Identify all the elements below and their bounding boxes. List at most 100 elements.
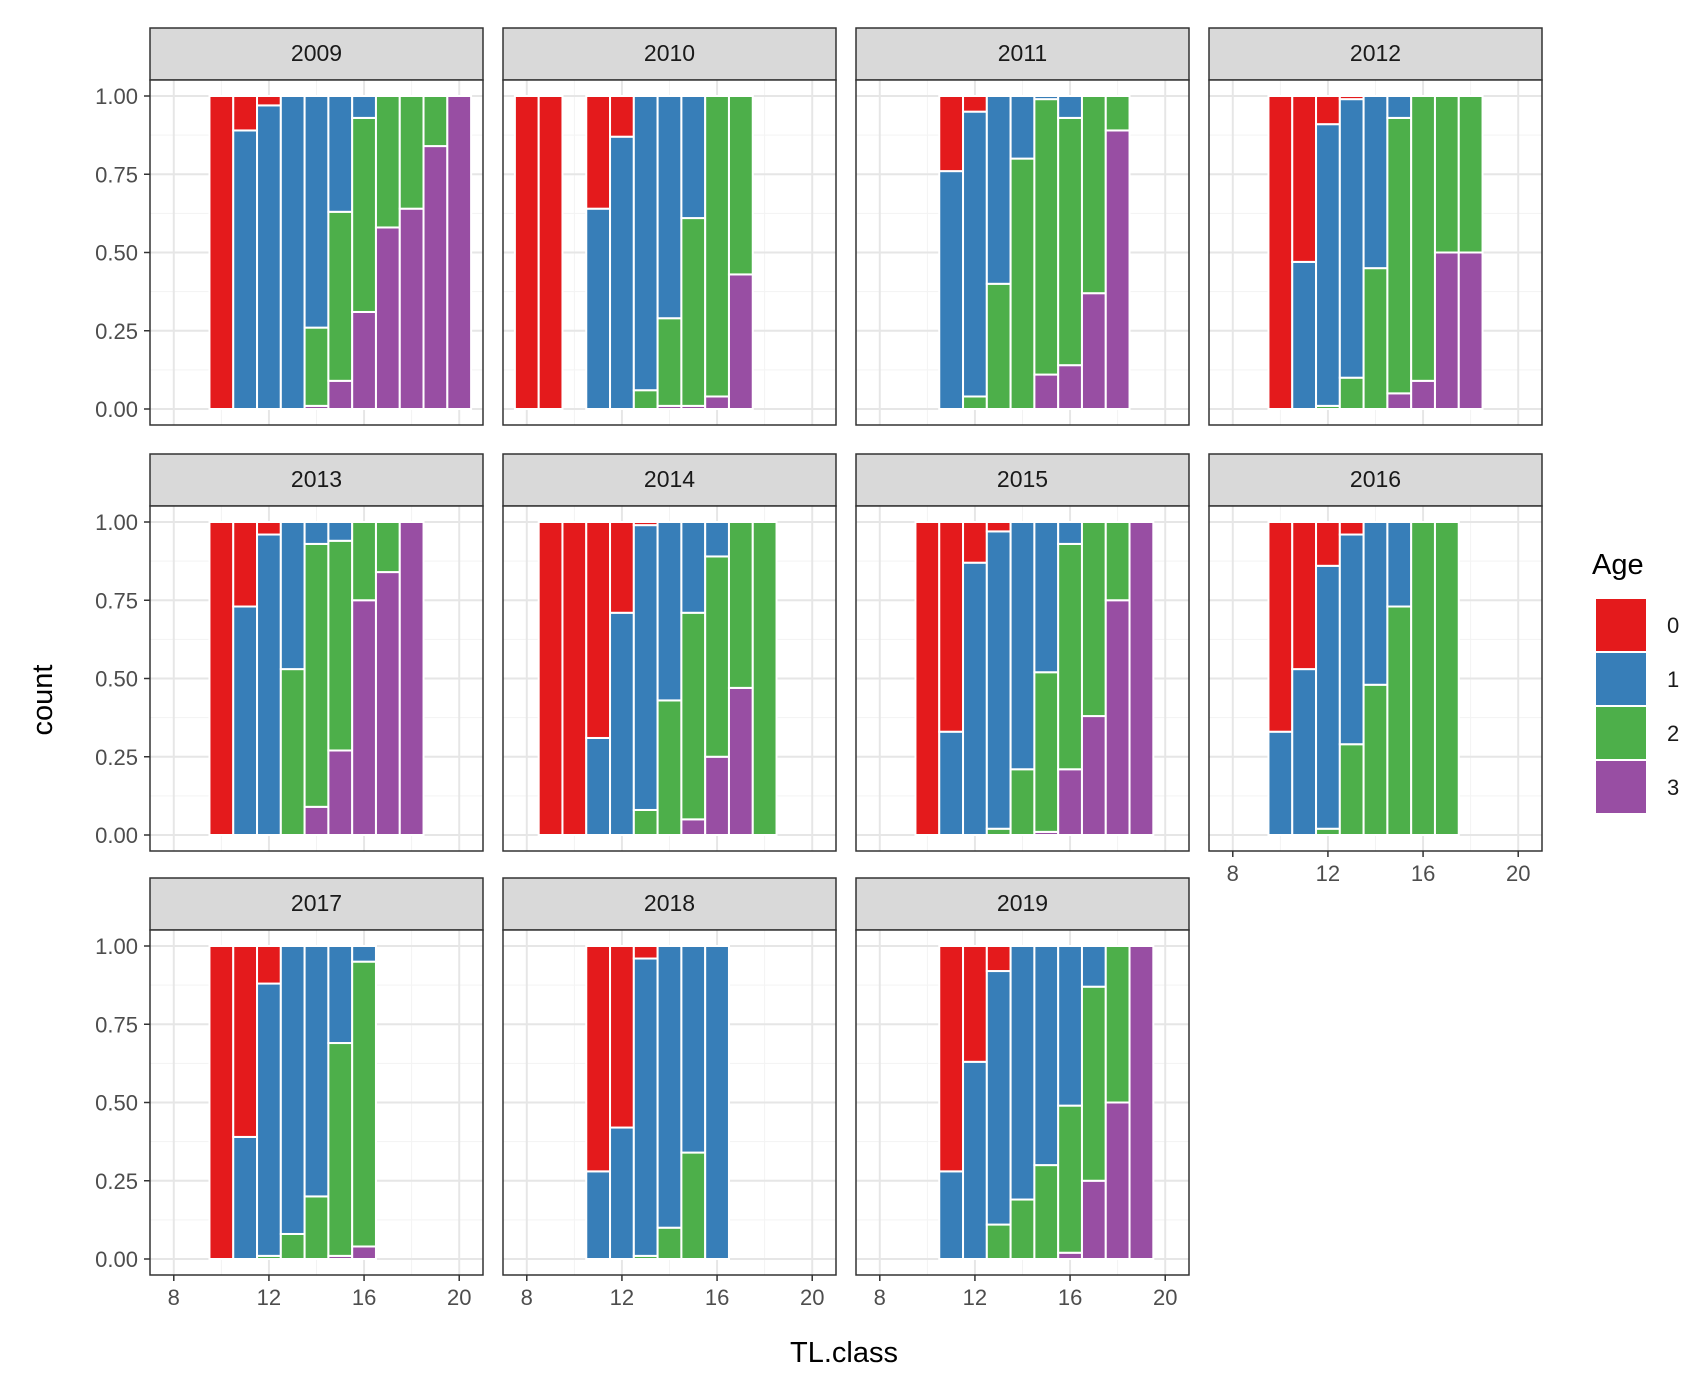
legend-title: Age [1592,549,1644,581]
bar-segment-age-1-tl-12 [609,611,635,837]
bar-segment-age-1-tl-16 [704,945,730,1260]
panel-border [855,505,1190,852]
bar-segment-age-0-tl-13 [985,521,1012,533]
bars-2015 [914,521,1155,837]
bar-segment-age-2-tl-17 [374,95,401,229]
bar-segment-age-2-tl-17 [1080,521,1107,718]
bars-2009 [208,95,473,411]
bar-segment-age-0-tl-12 [609,95,635,138]
bar-segment-age-1-tl-13 [279,95,306,410]
bar-segment-age-3-tl-18 [1104,1101,1131,1260]
bar-segment-age-1-tl-15 [1386,521,1413,608]
y-tick-label: 0.50 [95,1091,138,1116]
bar-segment-age-1-tl-15 [1033,521,1060,674]
x-tick-label: 8 [521,1285,533,1310]
bar-segment-age-2-tl-14 [1009,157,1036,410]
bar-segment-age-1-tl-14 [656,521,683,702]
legend-key-3 [1594,759,1648,815]
bars-2010 [513,95,754,411]
bar-segment-age-1-tl-14 [303,945,330,1198]
bar-segment-age-3-tl-20 [446,95,473,410]
x-tick-label: 8 [874,1285,886,1310]
bar-segment-age-0-tl-11 [1291,95,1318,263]
bar-segment-age-1-tl-14 [1362,521,1389,686]
bar-segment-age-1-tl-14 [303,95,330,329]
bars-2012 [1267,95,1484,411]
bar-segment-age-2-tl-14 [1009,768,1036,837]
bar-segment-age-2-tl-17 [374,521,401,574]
x-tick-label: 12 [1316,861,1340,886]
strip-label: 2018 [644,890,695,916]
bar-segment-age-0-tl-12 [1315,95,1341,126]
strip-label: 2011 [998,40,1047,66]
bar-segment-age-3-tl-18 [1104,599,1131,836]
bar-segment-age-0-tl-12 [609,945,635,1129]
bar-segment-age-1-tl-13 [632,524,659,811]
bar-segment-age-1-tl-13 [632,95,659,392]
x-tick-label: 16 [1058,1285,1082,1310]
bar-segment-age-2-tl-13 [1338,376,1365,411]
x-tick-label: 16 [705,1285,729,1310]
y-tick-label: 1.00 [95,934,138,959]
bar-segment-age-2-tl-17 [1080,985,1107,1182]
bar-segment-age-1-tl-14 [1009,945,1036,1201]
panel-border [855,79,1190,426]
bar-segment-age-2-tl-15 [1033,671,1060,833]
bar-segment-age-2-tl-14 [303,1195,330,1261]
bar-segment-age-0-tl-10 [208,521,235,836]
bar-segment-age-1-tl-11 [938,170,965,410]
bar-segment-age-3-tl-16 [1410,379,1436,410]
bar-segment-age-2-tl-18 [1104,521,1131,602]
panel-2018: 2018 8 12 16 20 [502,877,837,1310]
bar-segment-age-2-tl-14 [656,317,683,407]
bar-segment-age-2-tl-16 [351,116,377,313]
bar-segment-age-2-tl-14 [656,1226,683,1260]
bar-segment-age-0-tl-10 [561,521,588,836]
panel-border [502,929,837,1276]
bar-segment-age-0-tl-11 [585,521,612,739]
bar-segment-age-1-tl-13 [279,521,306,671]
bar-segment-age-2-tl-19 [422,95,449,148]
bar-segment-age-2-tl-17 [1433,95,1460,254]
bar-segment-age-0-tl-11 [938,95,965,173]
bars-2014 [537,521,778,837]
y-tick-label: 0.75 [95,162,138,187]
panel-2010: 2010 [502,27,837,426]
bar-segment-age-0-tl-10 [208,95,235,410]
bar-segment-age-0-tl-13 [1338,95,1365,101]
bar-segment-age-0-tl-9 [537,521,564,836]
bar-segment-age-1-tl-14 [303,521,330,545]
bar-segment-age-3-tl-16 [351,1245,377,1260]
x-tick-label: 20 [1153,1285,1177,1310]
y-tick-label: 0.50 [95,241,138,266]
bar-segment-age-2-tl-15 [680,217,707,407]
bar-segment-age-0-tl-13 [632,521,659,527]
bar-segment-age-2-tl-18 [1457,95,1484,254]
strip-label: 2015 [997,466,1048,492]
bar-segment-age-1-tl-14 [1362,95,1389,270]
bar-segment-age-3-tl-17 [374,571,401,837]
bar-segment-age-1-tl-17 [1080,945,1107,988]
bar-segment-age-0-tl-11 [232,945,259,1138]
strip-label: 2012 [1350,40,1401,66]
bar-segment-age-2-tl-14 [1362,267,1389,410]
bar-segment-age-1-tl-15 [1386,95,1413,119]
legend-label-0: 0 [1667,613,1679,638]
bar-segment-age-2-tl-13 [632,389,659,411]
bar-segment-age-2-tl-16 [1410,521,1436,836]
bar-segment-age-1-tl-11 [938,730,965,837]
bar-segment-age-3-tl-17 [1080,715,1107,836]
panel-2016: 2016 8 12 16 20 [1208,453,1543,886]
bar-segment-age-3-tl-17 [1080,292,1107,410]
bar-segment-age-1-tl-15 [1033,95,1060,101]
strip-2017 [149,877,484,931]
y-tick-label: 0.00 [95,397,138,422]
bar-segment-age-1-tl-12 [962,110,988,398]
bar-segment-age-2-tl-17 [1433,521,1460,836]
bar-segment-age-3-tl-19 [422,145,449,411]
y-tick-label: 1.00 [95,510,138,535]
panel-2019: 2019 8 12 16 20 [855,877,1190,1310]
y-tick-label: 0.50 [95,667,138,692]
bar-segment-age-3-tl-18 [1457,251,1484,410]
